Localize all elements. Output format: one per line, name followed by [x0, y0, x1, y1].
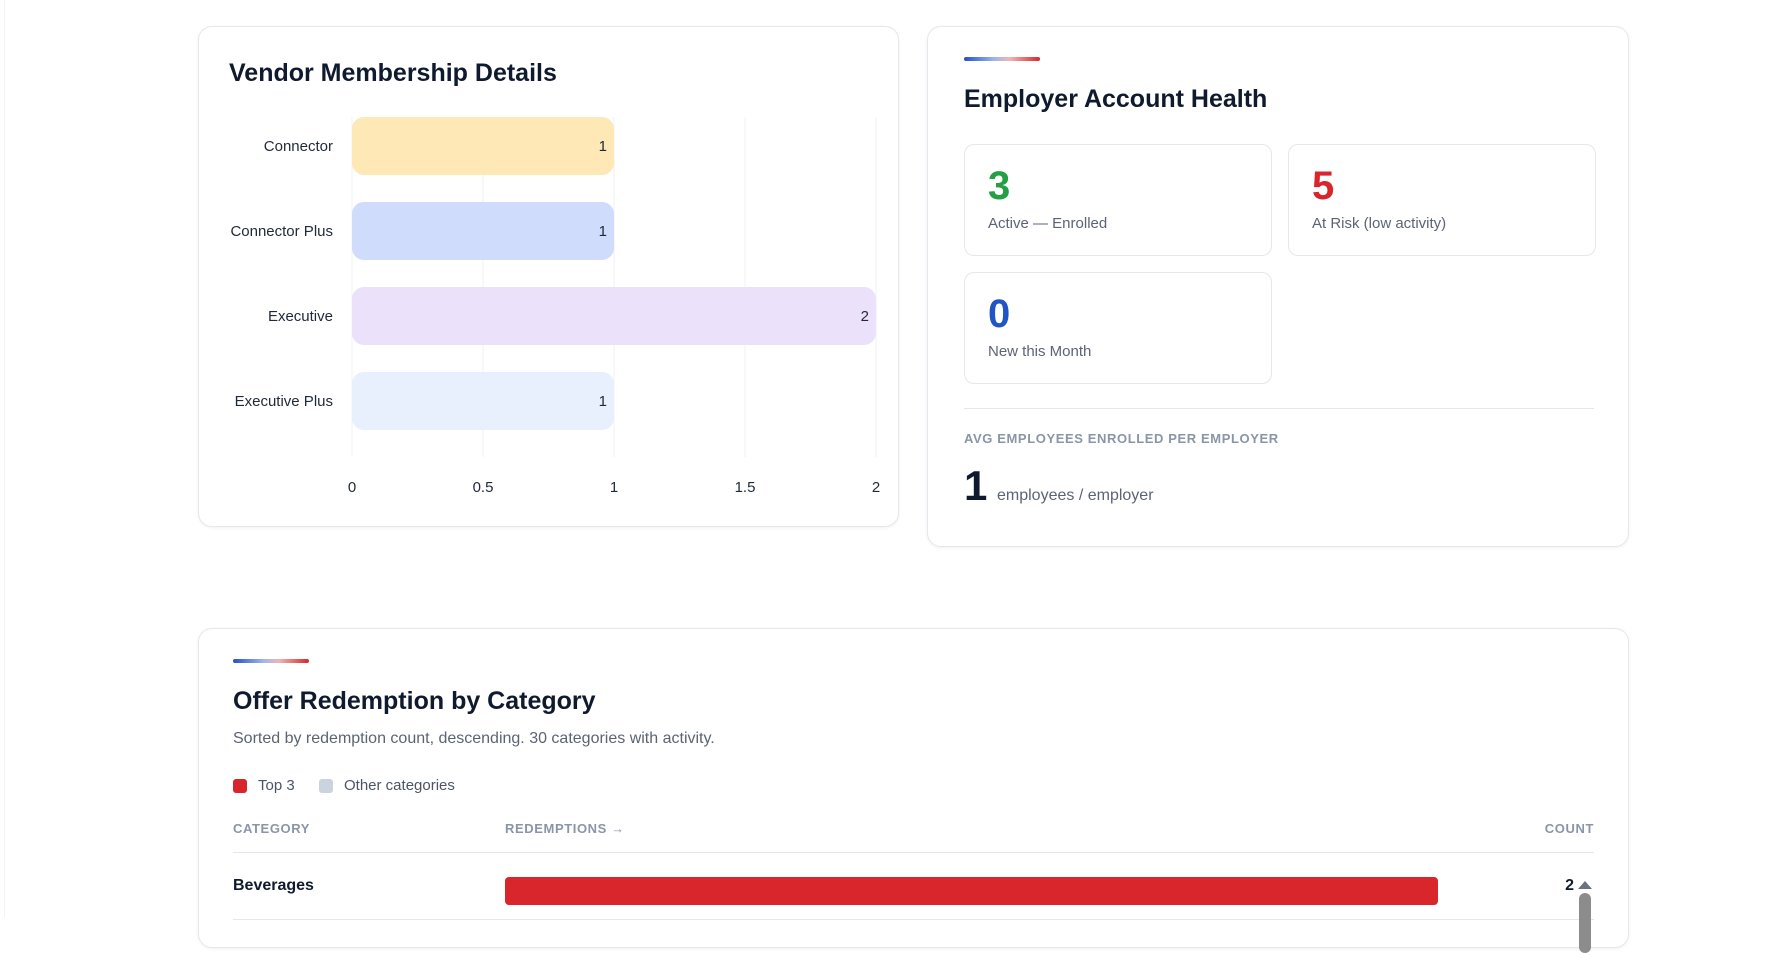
avg-employees-label: AVG EMPLOYEES ENROLLED PER EMPLOYER: [964, 431, 1279, 446]
membership-chart: Connector 1 Connector Plus 1 Executive 2 Execu…: [230, 117, 880, 496]
x-tick-label: 0: [348, 479, 356, 496]
stat-value: 5: [1312, 164, 1335, 208]
stat-label: New this Month: [988, 343, 1092, 360]
bar-connector: [352, 117, 614, 175]
stat-value: 0: [988, 292, 1011, 336]
header-divider: [233, 852, 1594, 853]
legend-other-categories: Other categories: [319, 777, 455, 794]
scrollbar-thumb[interactable]: [1579, 893, 1591, 953]
stat-label: At Risk (low activity): [1312, 215, 1447, 232]
health-title: Employer Account Health: [964, 85, 1268, 113]
legend-label: Other categories: [344, 777, 455, 794]
legend-top3: Top 3: [233, 777, 295, 794]
data-label: 1: [599, 393, 607, 410]
x-tick-label: 0.5: [473, 479, 494, 496]
redemption-card: Offer Redemption by Category Sorted by r…: [198, 628, 1629, 953]
category-label: Connector: [264, 138, 333, 155]
redemption-bar-track: [505, 877, 1438, 905]
data-label: 2: [861, 308, 869, 325]
category-label: Executive: [268, 308, 333, 325]
page-edge: [4, 0, 5, 917]
category-label: Executive Plus: [235, 393, 333, 410]
bar-executive: [352, 287, 876, 345]
membership-title: Vendor Membership Details: [229, 59, 557, 87]
table-row: Beverages 2: [233, 853, 1594, 920]
accent-bar: [964, 57, 1040, 61]
health-card: Employer Account Health 3 Active — Enrol…: [927, 26, 1629, 547]
stat-active-enrolled: 3 Active — Enrolled: [964, 144, 1272, 256]
stat-at-risk: 5 At Risk (low activity): [1288, 144, 1596, 256]
avg-employees-value: 1: [964, 462, 988, 509]
redemption-bar: [505, 877, 1438, 905]
category-name: Beverages: [233, 877, 314, 894]
column-header-category: CATEGORY: [233, 821, 311, 836]
bar-executive-plus: [352, 372, 614, 430]
avg-employees-unit: employees / employer: [997, 487, 1154, 504]
data-label: 1: [599, 138, 607, 155]
x-tick-label: 1: [610, 479, 618, 496]
redemption-title: Offer Redemption by Category: [233, 687, 596, 715]
redemption-subtitle: Sorted by redemption count, descending. …: [233, 730, 715, 747]
column-header-count: COUNT: [1544, 821, 1594, 836]
column-header-redemptions: REDEMPTIONS →: [505, 821, 625, 836]
bar-connector-plus: [352, 202, 614, 260]
divider: [964, 408, 1594, 409]
stat-label: Active — Enrolled: [988, 215, 1108, 232]
accent-bar: [233, 659, 309, 663]
category-label: Connector Plus: [230, 223, 333, 240]
stat-new-this-month: 0 New this Month: [964, 272, 1272, 384]
membership-card: Vendor Membership Details Connector 1 Conn…: [198, 26, 899, 527]
stat-value: 3: [988, 164, 1011, 208]
data-label: 1: [599, 223, 607, 240]
scroll-up-arrow-icon[interactable]: [1578, 881, 1592, 889]
x-tick-label: 2: [872, 479, 880, 496]
legend-swatch-other: [319, 778, 333, 793]
legend-swatch-top3: [233, 778, 247, 793]
legend-label: Top 3: [258, 777, 295, 794]
x-tick-label: 1.5: [735, 479, 756, 496]
redemption-count: 2: [1565, 877, 1574, 894]
